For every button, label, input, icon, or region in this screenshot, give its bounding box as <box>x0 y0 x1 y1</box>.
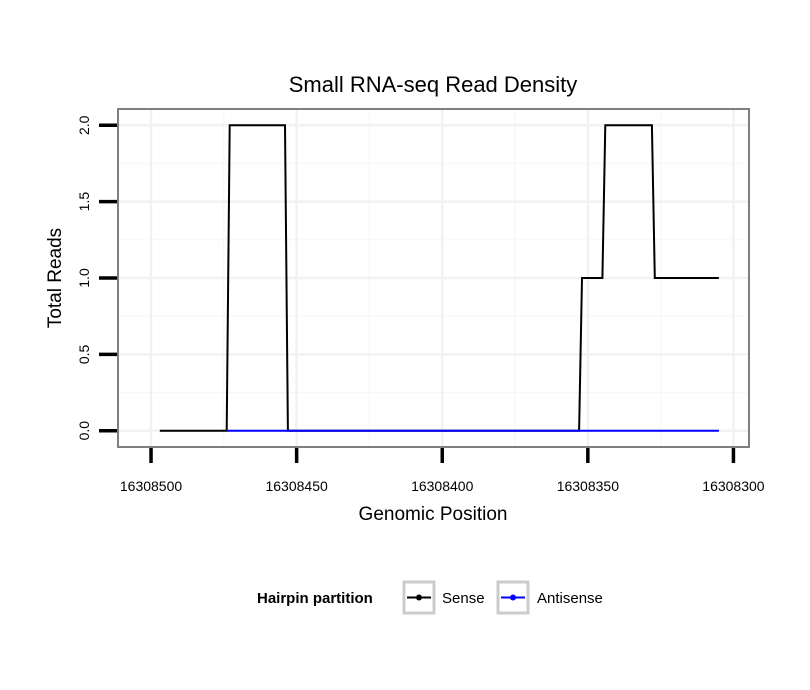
x-axis: 16308500 16308450 16308400 16308350 16308300 <box>120 448 765 494</box>
legend-title: Hairpin partition <box>257 590 373 607</box>
y-tick-label: 2.0 <box>76 115 92 135</box>
y-tick-label: 1.5 <box>76 192 92 212</box>
legend-key-antisense <box>496 580 530 615</box>
legend-label-antisense: Antisense <box>537 590 603 607</box>
x-tick-label: 16308350 <box>557 478 620 494</box>
x-axis-title: Genomic Position <box>359 504 508 525</box>
chart-title: Small RNA-seq Read Density <box>289 72 578 97</box>
series-lines <box>159 124 719 432</box>
y-axis-title: Total Reads <box>45 228 66 328</box>
x-tick-label: 16308400 <box>411 478 474 494</box>
y-tick-label: 0.0 <box>76 421 92 441</box>
legend-key-sense <box>402 580 436 615</box>
y-tick-label: 1.0 <box>76 268 92 288</box>
x-tick-label: 16308500 <box>120 478 183 494</box>
legend: Hairpin partition Sense Antisense <box>257 580 603 615</box>
y-tick-label: 0.5 <box>76 344 92 364</box>
grid-lines <box>119 110 748 446</box>
plot-panel-border <box>117 108 750 448</box>
legend-key-antisense-point <box>510 594 516 601</box>
x-tick-label: 16308450 <box>265 478 328 494</box>
series-line-sense <box>159 124 719 432</box>
x-tick-label: 16308300 <box>702 478 765 494</box>
legend-key-sense-point <box>416 594 422 601</box>
legend-label-sense: Sense <box>442 590 485 607</box>
y-axis: 0.0 0.5 1.0 1.5 2.0 <box>76 115 117 440</box>
